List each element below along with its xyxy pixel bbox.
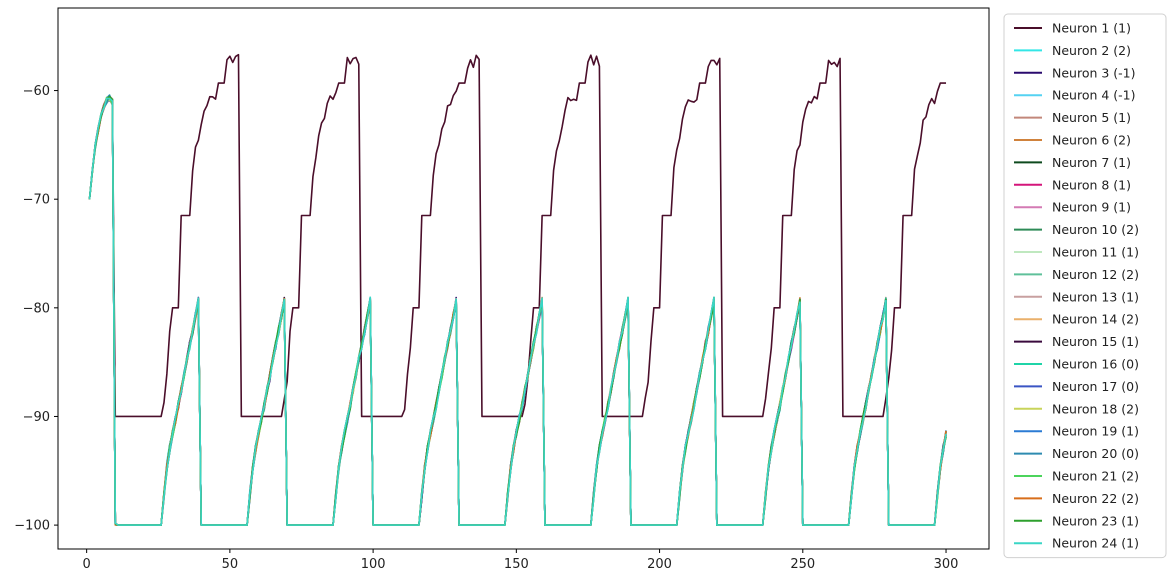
legend-label: Neuron 15 (1) <box>1052 334 1139 349</box>
legend-label: Neuron 10 (2) <box>1052 222 1139 237</box>
legend-label: Neuron 11 (1) <box>1052 245 1139 260</box>
legend-label: Neuron 21 (2) <box>1052 469 1139 484</box>
y-tick-label: −90 <box>23 410 50 425</box>
legend-label: Neuron 5 (1) <box>1052 110 1131 125</box>
plot-area <box>88 53 947 526</box>
legend-label: Neuron 12 (2) <box>1052 267 1139 282</box>
x-axis: 0 50 100 150 200 250 300 <box>83 549 959 572</box>
y-tick-label: −70 <box>23 193 50 208</box>
x-tick-label: 150 <box>504 557 529 572</box>
legend-label: Neuron 4 (-1) <box>1052 88 1136 103</box>
y-tick-label: −80 <box>23 301 50 316</box>
x-tick-label: 50 <box>222 557 239 572</box>
y-axis: −100 −90 −80 −70 −60 <box>14 84 58 534</box>
x-tick-label: 0 <box>83 557 91 572</box>
x-tick-label: 100 <box>361 557 386 572</box>
legend-label: Neuron 3 (-1) <box>1052 65 1136 80</box>
legend-label: Neuron 8 (1) <box>1052 177 1131 192</box>
legend-label: Neuron 19 (1) <box>1052 424 1139 439</box>
y-tick-label: −100 <box>14 519 50 534</box>
legend: Neuron 1 (1) Neuron 2 (2) Neuron 3 (-1) Neu… <box>1003 13 1167 559</box>
legend-label: Neuron 9 (1) <box>1052 200 1131 215</box>
series-line-neuron-24 <box>88 97 947 526</box>
series-line-neuron-1 <box>88 53 947 418</box>
plot-frame <box>57 7 990 550</box>
legend-label: Neuron 23 (1) <box>1052 513 1139 528</box>
legend-label: Neuron 20 (0) <box>1052 446 1139 461</box>
legend-label: Neuron 16 (0) <box>1052 357 1139 372</box>
x-tick-label: 300 <box>934 557 959 572</box>
legend-label: Neuron 18 (2) <box>1052 401 1139 416</box>
x-tick-label: 250 <box>790 557 815 572</box>
legend-label: Neuron 13 (1) <box>1052 289 1139 304</box>
legend-label: Neuron 6 (2) <box>1052 133 1131 148</box>
legend-label: Neuron 22 (2) <box>1052 491 1139 506</box>
legend-label: Neuron 7 (1) <box>1052 155 1131 170</box>
x-tick-label: 200 <box>647 557 672 572</box>
y-tick-label: −60 <box>23 84 50 99</box>
legend-box <box>1003 13 1167 559</box>
legend-label: Neuron 24 (1) <box>1052 536 1139 551</box>
legend-label: Neuron 17 (0) <box>1052 379 1139 394</box>
legend-label: Neuron 14 (2) <box>1052 312 1139 327</box>
legend-label: Neuron 2 (2) <box>1052 43 1131 58</box>
legend-label: Neuron 1 (1) <box>1052 21 1131 36</box>
